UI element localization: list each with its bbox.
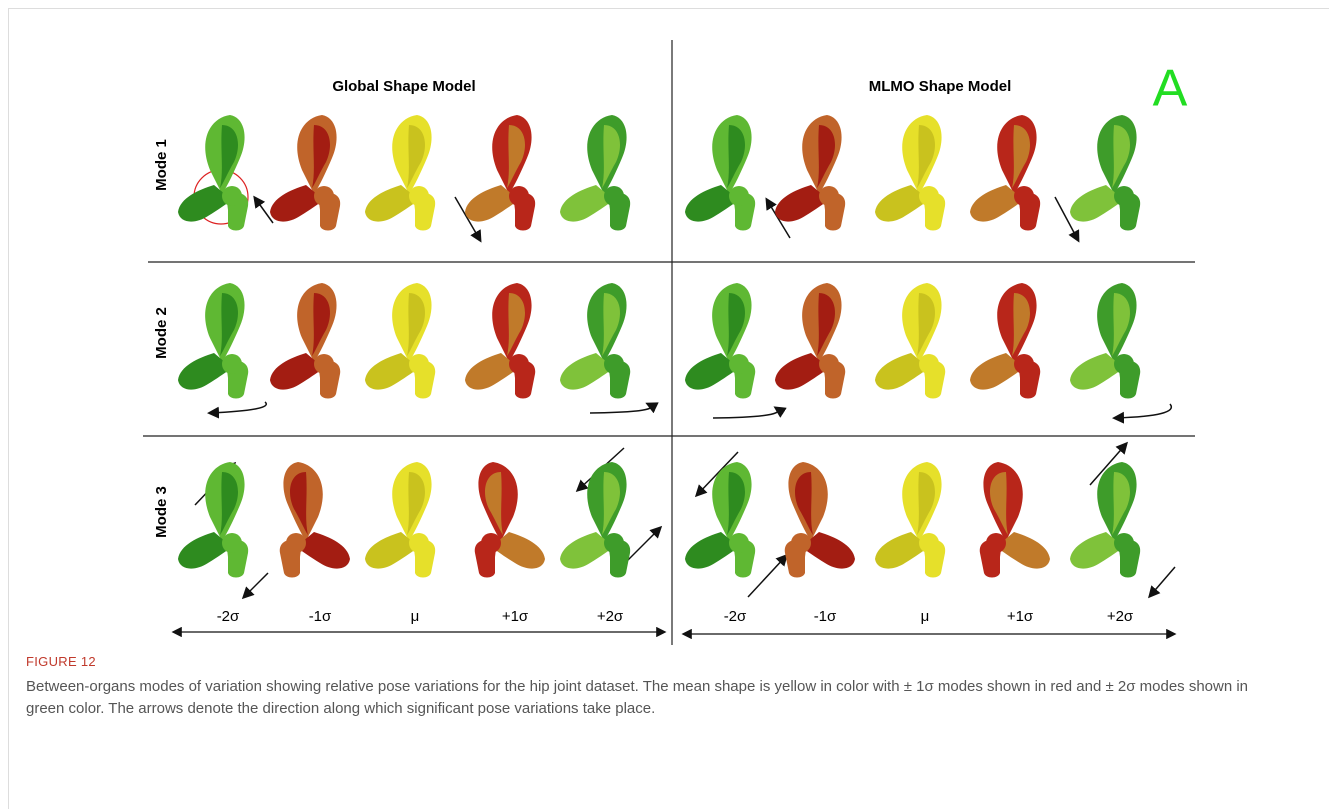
hip-bone xyxy=(475,462,545,578)
femur-head xyxy=(1114,186,1134,206)
femur-head xyxy=(314,354,334,374)
sigma-label: -2σ xyxy=(217,608,240,625)
femur-head xyxy=(986,533,1006,553)
hip-bone xyxy=(560,462,630,578)
hip-bone xyxy=(1070,283,1140,399)
sigma-label: +2σ xyxy=(597,608,624,625)
femur-head xyxy=(1014,186,1034,206)
femur-head xyxy=(604,186,624,206)
hip-bone xyxy=(775,115,845,231)
femur-head xyxy=(791,533,811,553)
femur-head xyxy=(1114,533,1134,553)
femur-head xyxy=(604,533,624,553)
hip-bone xyxy=(465,283,535,399)
hip-bone xyxy=(178,462,248,578)
femur-head xyxy=(604,354,624,374)
femur-head xyxy=(729,186,749,206)
femur-head xyxy=(819,186,839,206)
hip-bone xyxy=(270,283,340,399)
hip-bone xyxy=(775,283,845,399)
hip-bone xyxy=(465,115,535,231)
hip-bone xyxy=(970,283,1040,399)
mode-label: Mode 2 xyxy=(153,307,170,359)
femur-head xyxy=(1114,354,1134,374)
femur-head xyxy=(286,533,306,553)
femur-head xyxy=(729,354,749,374)
sigma-label: +2σ xyxy=(1107,608,1134,625)
sigma-label: -1σ xyxy=(309,608,332,625)
hip-bone xyxy=(365,115,435,231)
hip-bone xyxy=(178,115,248,231)
hip-bone xyxy=(560,283,630,399)
hip-bone xyxy=(875,283,945,399)
caption-text: Between-organs modes of variation showin… xyxy=(26,676,1266,720)
panel-title: Global Shape Model xyxy=(332,78,475,95)
mode-label: Mode 3 xyxy=(153,486,170,538)
hip-bone xyxy=(875,462,945,578)
femur-head xyxy=(509,354,529,374)
hip-bone xyxy=(280,462,350,578)
hip-bone xyxy=(1070,115,1140,231)
hip-bone xyxy=(685,462,755,578)
caption-label: FIGURE 12 xyxy=(26,654,96,669)
sigma-label: μ xyxy=(921,608,930,625)
femur-head xyxy=(509,186,529,206)
femur-head xyxy=(919,354,939,374)
figure: Global Shape Model MLMO Shape Model A Mo… xyxy=(0,0,1329,650)
mode-label: Mode 1 xyxy=(153,139,170,191)
hip-bone xyxy=(785,462,855,578)
hip-bone xyxy=(178,283,248,399)
hip-bone xyxy=(685,115,755,231)
hip-bone xyxy=(970,115,1040,231)
hip-bone xyxy=(685,283,755,399)
femur-head xyxy=(409,186,429,206)
hip-bone xyxy=(560,115,630,231)
hip-bone xyxy=(365,283,435,399)
femur-head xyxy=(222,354,242,374)
femur-head xyxy=(919,533,939,553)
hip-bone xyxy=(875,115,945,231)
panel-tag: A xyxy=(1153,60,1188,118)
hip-bone xyxy=(365,462,435,578)
femur-head xyxy=(314,186,334,206)
femur-head xyxy=(409,533,429,553)
sigma-label: +1σ xyxy=(502,608,529,625)
sigma-label: -2σ xyxy=(724,608,747,625)
femur-head xyxy=(222,186,242,206)
femur-head xyxy=(1014,354,1034,374)
sigma-label: μ xyxy=(411,608,420,625)
hip-bone xyxy=(270,115,340,231)
femur-head xyxy=(409,354,429,374)
page: {"panels": [ {"title": "Global Shape Mod… xyxy=(0,0,1329,760)
femur-head xyxy=(222,533,242,553)
hip-bone xyxy=(980,462,1050,578)
femur-head xyxy=(729,533,749,553)
femur-head xyxy=(919,186,939,206)
femur-head xyxy=(481,533,501,553)
sigma-label: +1σ xyxy=(1007,608,1034,625)
hip-bone xyxy=(1070,462,1140,578)
sigma-label: -1σ xyxy=(814,608,837,625)
femur-head xyxy=(819,354,839,374)
panel-title: MLMO Shape Model xyxy=(869,78,1012,95)
